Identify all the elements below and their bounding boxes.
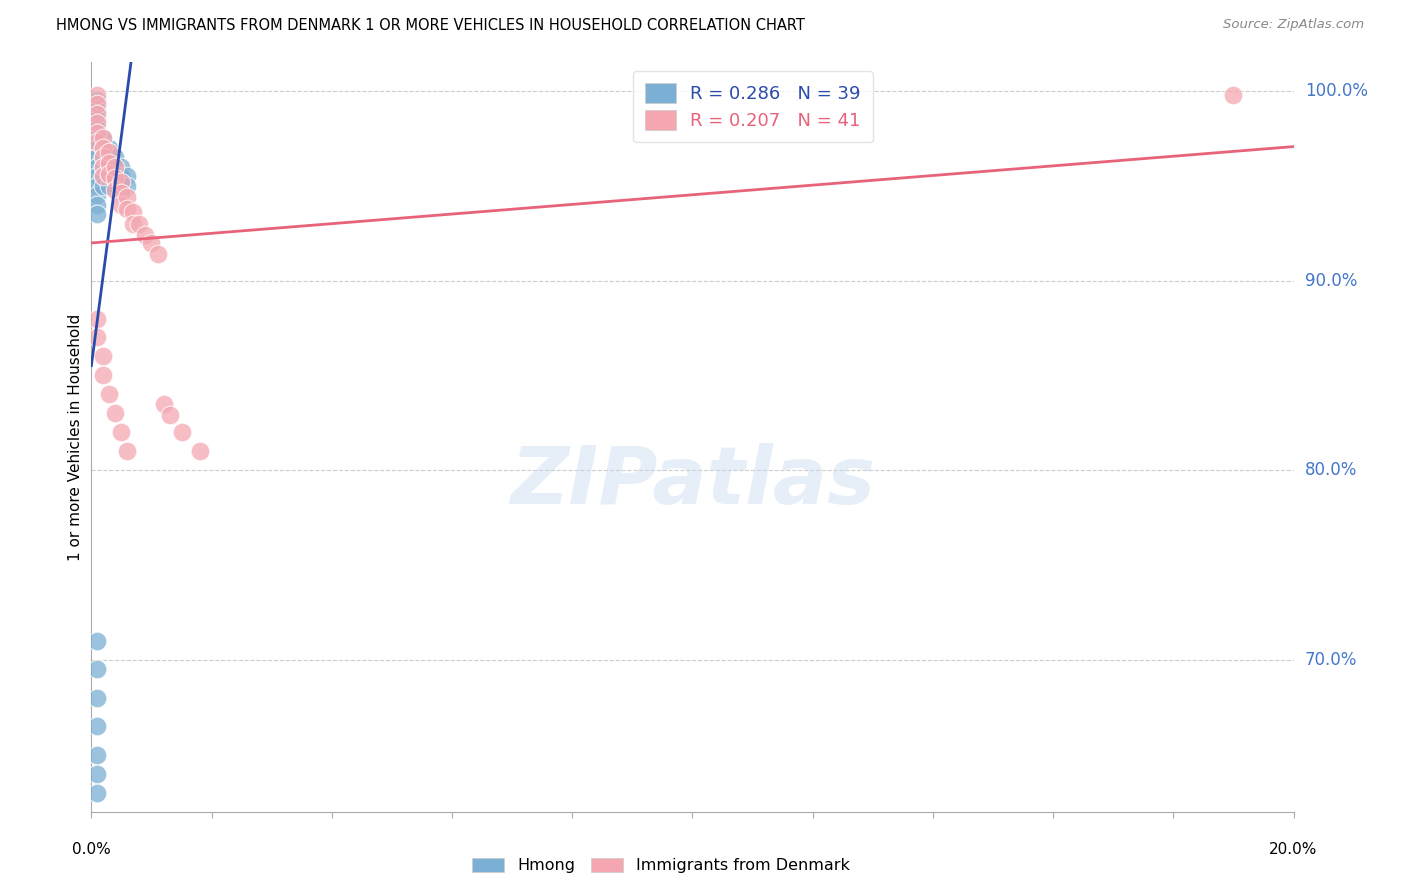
Point	[98, 156, 121, 170]
Text: HMONG VS IMMIGRANTS FROM DENMARK 1 OR MORE VEHICLES IN HOUSEHOLD CORRELATION CHA: HMONG VS IMMIGRANTS FROM DENMARK 1 OR MO…	[56, 18, 806, 33]
Point	[1222, 87, 1244, 102]
Point	[86, 87, 108, 102]
Point	[110, 175, 132, 189]
Point	[98, 167, 121, 181]
Point	[86, 330, 108, 344]
Point	[86, 197, 108, 211]
Point	[104, 171, 127, 186]
Point	[93, 160, 115, 174]
Text: 80.0%: 80.0%	[1305, 461, 1357, 479]
Point	[110, 160, 132, 174]
Point	[86, 663, 108, 677]
Point	[93, 368, 115, 383]
Point	[117, 444, 139, 458]
Point	[86, 634, 108, 648]
Point	[128, 217, 150, 231]
Point	[134, 228, 156, 243]
Text: 100.0%: 100.0%	[1305, 82, 1368, 100]
Point	[86, 747, 108, 762]
Point	[86, 188, 108, 202]
Point	[110, 186, 132, 201]
Point	[93, 169, 115, 184]
Point	[117, 178, 139, 193]
Text: 70.0%: 70.0%	[1305, 651, 1357, 669]
Point	[146, 247, 169, 261]
Point	[93, 350, 115, 364]
Point	[93, 141, 115, 155]
Point	[86, 121, 108, 136]
Point	[86, 766, 108, 780]
Point	[98, 169, 121, 184]
Point	[86, 207, 108, 221]
Legend: R = 0.286   N = 39, R = 0.207   N = 41: R = 0.286 N = 39, R = 0.207 N = 41	[633, 71, 873, 143]
Point	[110, 197, 132, 211]
Point	[86, 160, 108, 174]
Point	[93, 150, 115, 164]
Point	[86, 116, 108, 130]
Point	[104, 406, 127, 420]
Point	[86, 131, 108, 145]
Point	[86, 135, 108, 149]
Point	[122, 205, 145, 219]
Point	[86, 94, 108, 108]
Point	[104, 160, 127, 174]
Point	[98, 145, 121, 159]
Point	[104, 182, 127, 196]
Point	[170, 425, 193, 440]
Point	[104, 160, 127, 174]
Text: 20.0%: 20.0%	[1270, 842, 1317, 856]
Point	[98, 150, 121, 164]
Text: Source: ZipAtlas.com: Source: ZipAtlas.com	[1223, 18, 1364, 31]
Point	[86, 103, 108, 117]
Text: ZIPatlas: ZIPatlas	[510, 443, 875, 521]
Point	[93, 141, 115, 155]
Text: 0.0%: 0.0%	[72, 842, 111, 856]
Point	[117, 202, 139, 216]
Point	[86, 126, 108, 140]
Point	[110, 425, 132, 440]
Point	[86, 786, 108, 800]
Point	[86, 169, 108, 184]
Point	[104, 150, 127, 164]
Point	[93, 169, 115, 184]
Point	[117, 169, 139, 184]
Point	[93, 131, 115, 145]
Point	[152, 397, 174, 411]
Point	[104, 169, 127, 184]
Point	[93, 150, 115, 164]
Legend: Hmong, Immigrants from Denmark: Hmong, Immigrants from Denmark	[465, 851, 856, 880]
Point	[86, 178, 108, 193]
Point	[122, 217, 145, 231]
Point	[98, 387, 121, 401]
Point	[86, 141, 108, 155]
Point	[93, 178, 115, 193]
Point	[141, 235, 163, 250]
Point	[98, 178, 121, 193]
Point	[159, 409, 181, 423]
Point	[86, 150, 108, 164]
Point	[86, 719, 108, 733]
Point	[86, 690, 108, 705]
Point	[117, 190, 139, 204]
Point	[86, 311, 108, 326]
Point	[98, 160, 121, 174]
Point	[93, 160, 115, 174]
Point	[86, 97, 108, 112]
Text: 90.0%: 90.0%	[1305, 271, 1357, 290]
Point	[86, 112, 108, 127]
Point	[188, 444, 211, 458]
Point	[110, 178, 132, 193]
Point	[98, 141, 121, 155]
Y-axis label: 1 or more Vehicles in Household: 1 or more Vehicles in Household	[67, 313, 83, 561]
Point	[110, 169, 132, 184]
Point	[93, 131, 115, 145]
Point	[86, 106, 108, 120]
